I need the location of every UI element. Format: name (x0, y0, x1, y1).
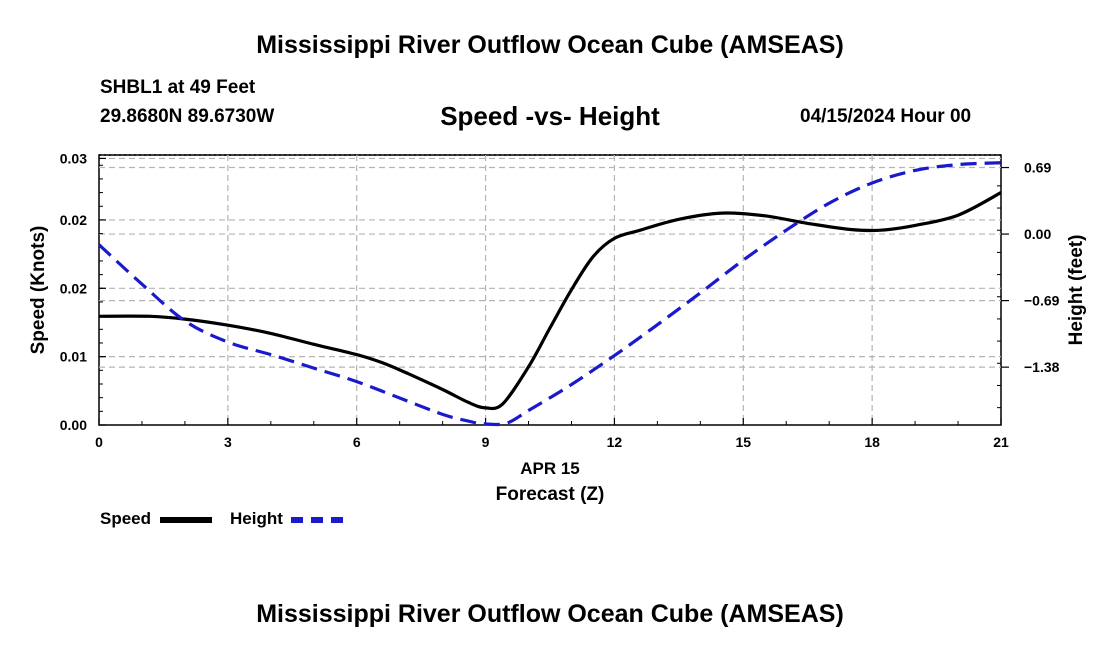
footer-title: Mississippi River Outflow Ocean Cube (AM… (256, 600, 844, 628)
y-axis-right-title: Height (feet) (1066, 235, 1087, 346)
y-right-tick-label: 0.69 (1024, 160, 1051, 176)
legend-speed-swatch (160, 517, 212, 523)
y-right-tick-label: −0.69 (1024, 293, 1060, 309)
axis-ticks: 0 3 6 9 12 15 18 21 0.00 0.01 0.02 0.02 0.03 0.69 0.00… (60, 150, 1060, 450)
y-right-tick-label: 0.00 (1024, 226, 1051, 242)
grid-lines (99, 155, 1001, 425)
x-tick-label: 18 (864, 434, 880, 450)
y-left-tick-label: 0.01 (60, 349, 87, 365)
y-axis-left-title: Speed (Knots) (28, 226, 49, 355)
legend-height-swatch (291, 517, 343, 523)
legend-speed-label: Speed (100, 509, 152, 528)
y-left-tick-label: 0.00 (60, 417, 87, 433)
chart-subtitle: Speed -vs- Height (440, 101, 660, 131)
x-tick-label: 6 (353, 434, 361, 450)
forecast-datetime: 04/15/2024 Hour 00 (800, 106, 972, 127)
x-axis-title: Forecast (Z) (496, 484, 605, 505)
x-tick-label: 9 (482, 434, 490, 450)
series-line-height (97, 161, 1002, 427)
y-left-tick-label: 0.02 (60, 280, 87, 296)
x-tick-label: 0 (95, 434, 103, 450)
plot-frame (98, 154, 1002, 426)
data-series (97, 161, 1002, 427)
x-tick-label: 3 (224, 434, 232, 450)
chart-main-title: Mississippi River Outflow Ocean Cube (AM… (256, 31, 844, 59)
y-left-tick-label: 0.02 (60, 212, 87, 228)
x-tick-label: 12 (607, 434, 623, 450)
series-line-speed (98, 191, 1002, 411)
axis-labels: APR 15 Forecast (Z) Speed (Knots) Height… (28, 226, 1087, 505)
x-tick-label: 21 (993, 434, 1009, 450)
x-tick-label: 15 (735, 434, 751, 450)
legend-height-label: Height (230, 509, 283, 528)
y-left-tick-label: 0.03 (60, 150, 87, 166)
y-right-tick-label: −1.38 (1024, 359, 1060, 375)
station-coordinates: 29.8680N 89.6730W (100, 106, 275, 127)
x-axis-date-label: APR 15 (520, 459, 580, 478)
station-label: SHBL1 at 49 Feet (100, 77, 256, 98)
